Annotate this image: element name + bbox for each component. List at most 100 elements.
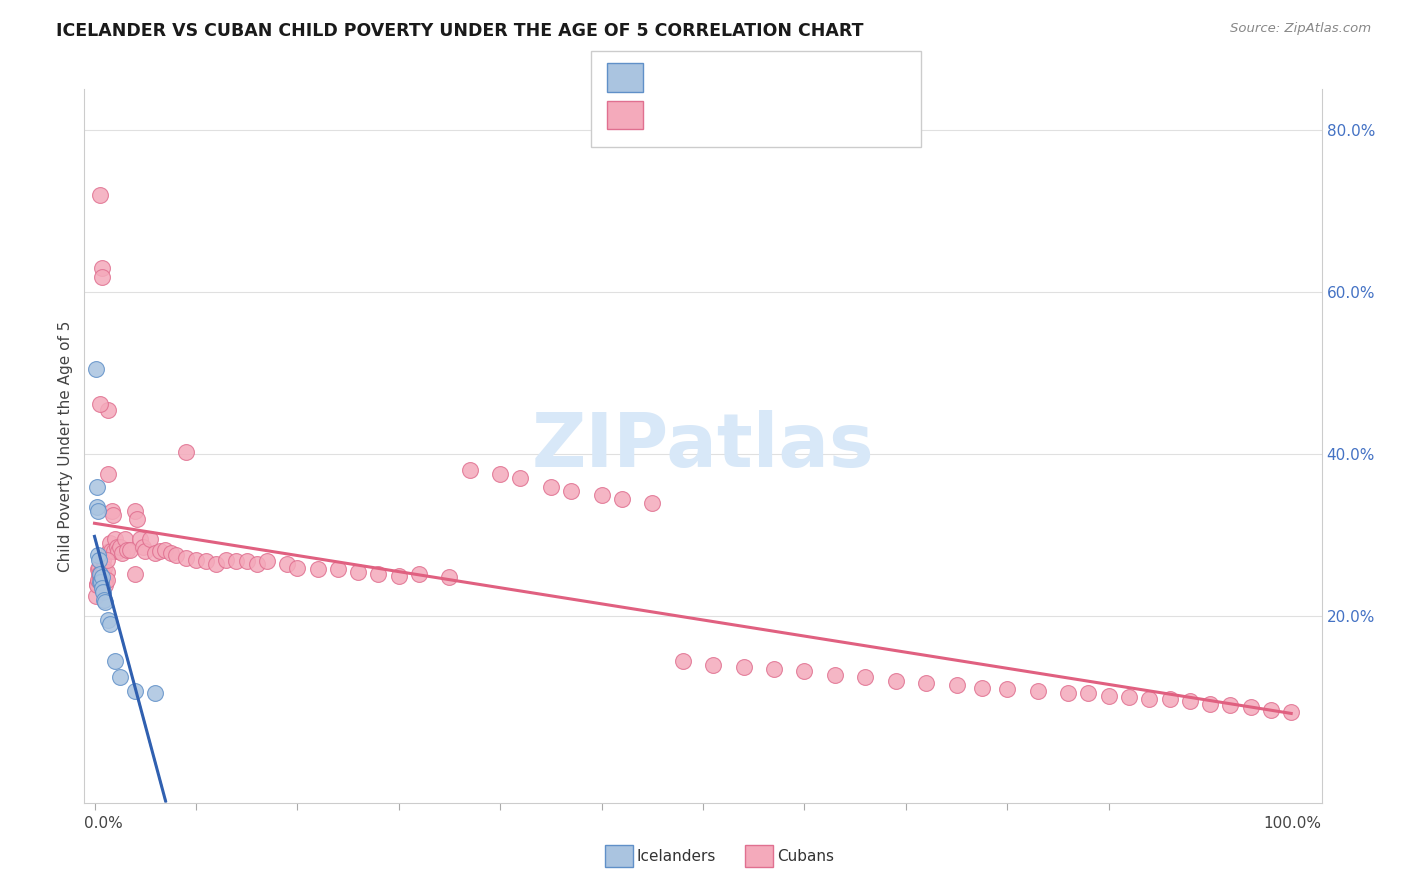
Point (458, 463, 481, 477)
Point (90, 570, 112, 584)
Point (439, 570, 461, 584)
Point (509, 471, 531, 485)
Point (91, 552, 114, 566)
Point (84, 362, 107, 376)
Point (101, 508, 124, 522)
Point (108, 670, 131, 684)
Point (489, 467, 512, 482)
Text: ZIPatlas: ZIPatlas (531, 409, 875, 483)
Text: ICELANDER VS CUBAN CHILD POVERTY UNDER THE AGE OF 5 CORRELATION CHART: ICELANDER VS CUBAN CHILD POVERTY UNDER T… (56, 22, 863, 40)
Point (326, 562, 349, 576)
Text: Cubans: Cubans (778, 849, 835, 863)
Point (824, 667, 846, 681)
Text: R =: R = (655, 69, 690, 83)
Point (86, 549, 108, 563)
Point (87, 560, 110, 574)
Point (114, 533, 136, 547)
Point (1077, 686, 1099, 700)
Point (97, 402, 120, 417)
Point (184, 552, 207, 566)
Point (90, 581, 112, 595)
Point (86, 500, 108, 514)
Point (195, 554, 218, 568)
Text: N =: N = (761, 69, 797, 83)
Point (1199, 697, 1222, 711)
Point (103, 544, 125, 558)
Point (143, 546, 166, 560)
Point (1260, 702, 1282, 716)
Point (97, 613, 120, 627)
Text: -0.044: -0.044 (695, 106, 752, 120)
Point (86, 573, 108, 587)
Point (1178, 694, 1201, 708)
Point (98, 536, 121, 550)
Point (129, 533, 152, 547)
Point (124, 567, 146, 582)
Point (90, 575, 112, 590)
Point (89, 570, 111, 584)
Point (84, 589, 107, 603)
Point (853, 670, 876, 684)
Text: N =: N = (761, 106, 797, 120)
Point (105, 541, 128, 555)
Point (235, 554, 257, 568)
Point (165, 549, 187, 563)
Point (98, 617, 121, 632)
Point (86, 479, 108, 493)
Point (540, 479, 562, 493)
Point (90, 565, 112, 579)
Point (108, 541, 131, 555)
Point (87, 567, 110, 582)
Point (1159, 692, 1181, 706)
Point (1026, 684, 1049, 698)
Point (610, 491, 633, 506)
Point (89, 567, 111, 582)
Text: -0.088: -0.088 (695, 69, 752, 83)
Text: Icelanders: Icelanders (637, 849, 716, 863)
Point (215, 552, 238, 566)
Point (90, 568, 112, 582)
Point (93, 570, 115, 584)
Text: R =: R = (655, 106, 690, 120)
Point (100, 544, 122, 558)
Point (86, 577, 108, 591)
Point (285, 560, 308, 574)
Point (367, 567, 389, 582)
Point (127, 512, 149, 526)
Point (96, 573, 118, 587)
Point (307, 562, 329, 576)
Point (96, 565, 118, 579)
Point (793, 665, 815, 679)
Point (733, 659, 755, 673)
Point (143, 686, 166, 700)
Point (93, 560, 115, 574)
Point (995, 682, 1018, 697)
Point (149, 544, 172, 558)
Point (560, 483, 582, 498)
Point (762, 662, 785, 676)
Point (945, 678, 967, 692)
Text: Source: ZipAtlas.com: Source: ZipAtlas.com (1230, 22, 1371, 36)
Point (93, 593, 115, 607)
Point (91, 585, 114, 599)
Text: 103: 103 (800, 106, 834, 120)
Point (115, 542, 138, 557)
Text: 0.0%: 0.0% (84, 816, 124, 831)
Point (1057, 686, 1080, 700)
Point (118, 542, 141, 557)
Point (86, 562, 108, 576)
Point (225, 554, 247, 568)
Y-axis label: Child Poverty Under the Age of 5: Child Poverty Under the Age of 5 (58, 320, 73, 572)
Point (93, 578, 115, 592)
Point (86, 578, 108, 592)
Point (86, 504, 108, 518)
Point (124, 684, 146, 698)
Text: 20: 20 (800, 69, 823, 83)
Point (89, 187, 111, 202)
Point (97, 544, 120, 558)
Point (1137, 692, 1160, 706)
Point (246, 557, 269, 571)
Point (915, 675, 938, 690)
Point (408, 567, 430, 582)
Point (1118, 690, 1140, 705)
